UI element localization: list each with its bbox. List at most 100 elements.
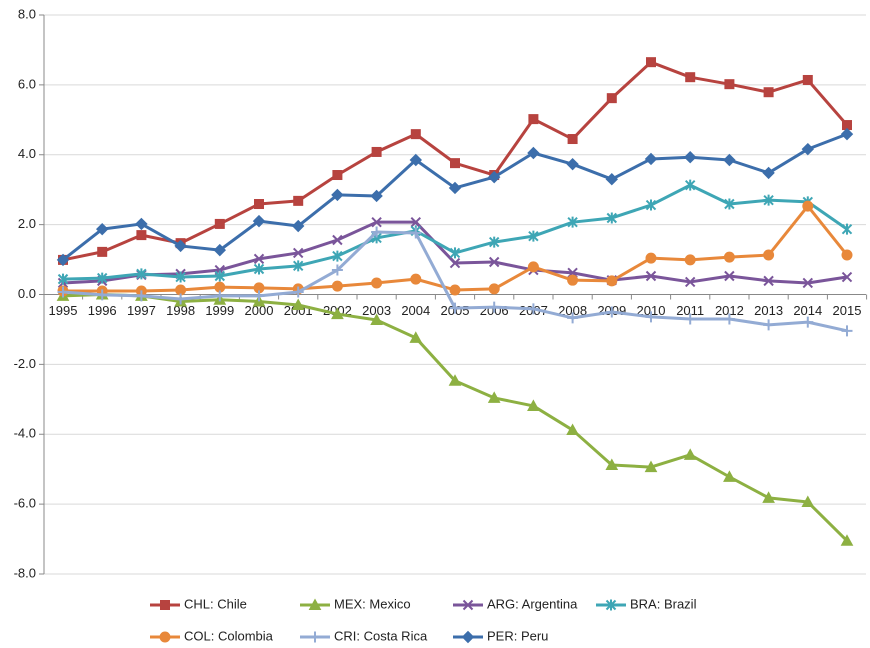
marker bbox=[723, 251, 735, 263]
marker bbox=[410, 273, 422, 285]
marker bbox=[683, 448, 697, 460]
marker bbox=[214, 290, 226, 302]
legend-label: MEX: Mexico bbox=[334, 596, 411, 611]
marker bbox=[214, 270, 226, 282]
marker bbox=[802, 316, 814, 328]
series bbox=[56, 287, 854, 546]
marker bbox=[97, 246, 108, 257]
marker bbox=[684, 313, 696, 325]
marker bbox=[605, 172, 619, 186]
marker bbox=[136, 230, 147, 241]
marker bbox=[371, 226, 383, 238]
x-tick-label: 2015 bbox=[833, 303, 862, 318]
marker bbox=[685, 72, 696, 83]
marker bbox=[253, 263, 265, 275]
series bbox=[57, 226, 853, 337]
marker bbox=[292, 247, 304, 259]
y-tick-label: 2.0 bbox=[18, 216, 36, 231]
marker bbox=[56, 253, 70, 267]
marker bbox=[292, 260, 304, 272]
marker bbox=[802, 74, 813, 85]
x-tick-label: 1999 bbox=[205, 303, 234, 318]
marker bbox=[606, 212, 618, 224]
marker bbox=[159, 631, 171, 643]
y-tick-label: -4.0 bbox=[14, 426, 36, 441]
marker bbox=[645, 270, 657, 282]
x-tick-label: 2012 bbox=[715, 303, 744, 318]
marker bbox=[409, 331, 423, 343]
marker bbox=[410, 216, 422, 228]
marker bbox=[253, 253, 265, 265]
x-tick-label: 2008 bbox=[558, 303, 587, 318]
x-tick-label: 2004 bbox=[401, 303, 430, 318]
x-tick-label: 2000 bbox=[245, 303, 274, 318]
marker bbox=[487, 170, 501, 184]
marker bbox=[801, 495, 815, 508]
marker bbox=[175, 293, 187, 305]
legend-item: MEX: Mexico bbox=[300, 596, 411, 611]
x-tick-label: 1995 bbox=[49, 303, 78, 318]
marker bbox=[410, 129, 421, 140]
marker bbox=[96, 289, 108, 301]
marker bbox=[448, 374, 462, 386]
marker bbox=[308, 598, 322, 610]
x-tick-label: 2014 bbox=[793, 303, 822, 318]
marker bbox=[254, 199, 264, 210]
x-tick-label: 1998 bbox=[166, 303, 195, 318]
marker bbox=[57, 273, 69, 285]
marker bbox=[292, 286, 304, 298]
marker bbox=[566, 157, 579, 171]
x-tick-label: 2011 bbox=[676, 303, 704, 318]
x-tick-label: 2013 bbox=[754, 303, 783, 318]
marker bbox=[175, 284, 187, 296]
y-tick-label: 6.0 bbox=[18, 76, 36, 91]
marker bbox=[461, 630, 475, 644]
marker bbox=[488, 236, 500, 248]
legend-item: CRI: Costa Rica bbox=[300, 628, 428, 643]
marker bbox=[527, 399, 540, 411]
marker bbox=[763, 194, 774, 206]
legend-item: BRA: Brazil bbox=[596, 596, 697, 611]
marker bbox=[371, 277, 383, 289]
y-tick-label: 0.0 bbox=[18, 286, 36, 301]
marker bbox=[527, 303, 539, 315]
y-tick-label: 8.0 bbox=[18, 6, 36, 21]
marker bbox=[527, 261, 539, 273]
marker bbox=[309, 631, 321, 643]
legend-label: CHL: Chile bbox=[184, 596, 247, 611]
marker bbox=[528, 114, 539, 125]
marker bbox=[371, 216, 382, 228]
marker bbox=[763, 87, 774, 98]
marker bbox=[605, 599, 617, 611]
legend-label: COL: Colombia bbox=[184, 628, 274, 643]
marker bbox=[462, 599, 474, 611]
marker bbox=[840, 534, 854, 546]
marker bbox=[174, 239, 187, 253]
legend-label: ARG: Argentina bbox=[487, 596, 578, 611]
marker bbox=[528, 230, 539, 242]
x-tick-label: 2003 bbox=[362, 303, 391, 318]
marker bbox=[331, 264, 343, 276]
marker bbox=[488, 283, 500, 295]
marker bbox=[841, 271, 853, 283]
marker bbox=[449, 247, 461, 259]
marker bbox=[409, 153, 423, 167]
legend-item: CHL: Chile bbox=[150, 596, 247, 611]
marker bbox=[606, 306, 618, 318]
y-tick-label: -2.0 bbox=[14, 356, 36, 371]
marker bbox=[802, 277, 814, 289]
marker bbox=[136, 268, 147, 280]
marker bbox=[684, 276, 696, 288]
marker bbox=[331, 280, 343, 292]
marker bbox=[214, 218, 225, 229]
x-tick-label: 2010 bbox=[637, 303, 666, 318]
marker bbox=[175, 271, 186, 283]
marker bbox=[762, 491, 775, 503]
marker bbox=[723, 470, 736, 482]
marker bbox=[645, 252, 657, 264]
marker bbox=[802, 200, 814, 212]
marker bbox=[252, 214, 266, 228]
x-tick-label: 1997 bbox=[127, 303, 156, 318]
marker bbox=[253, 290, 265, 302]
